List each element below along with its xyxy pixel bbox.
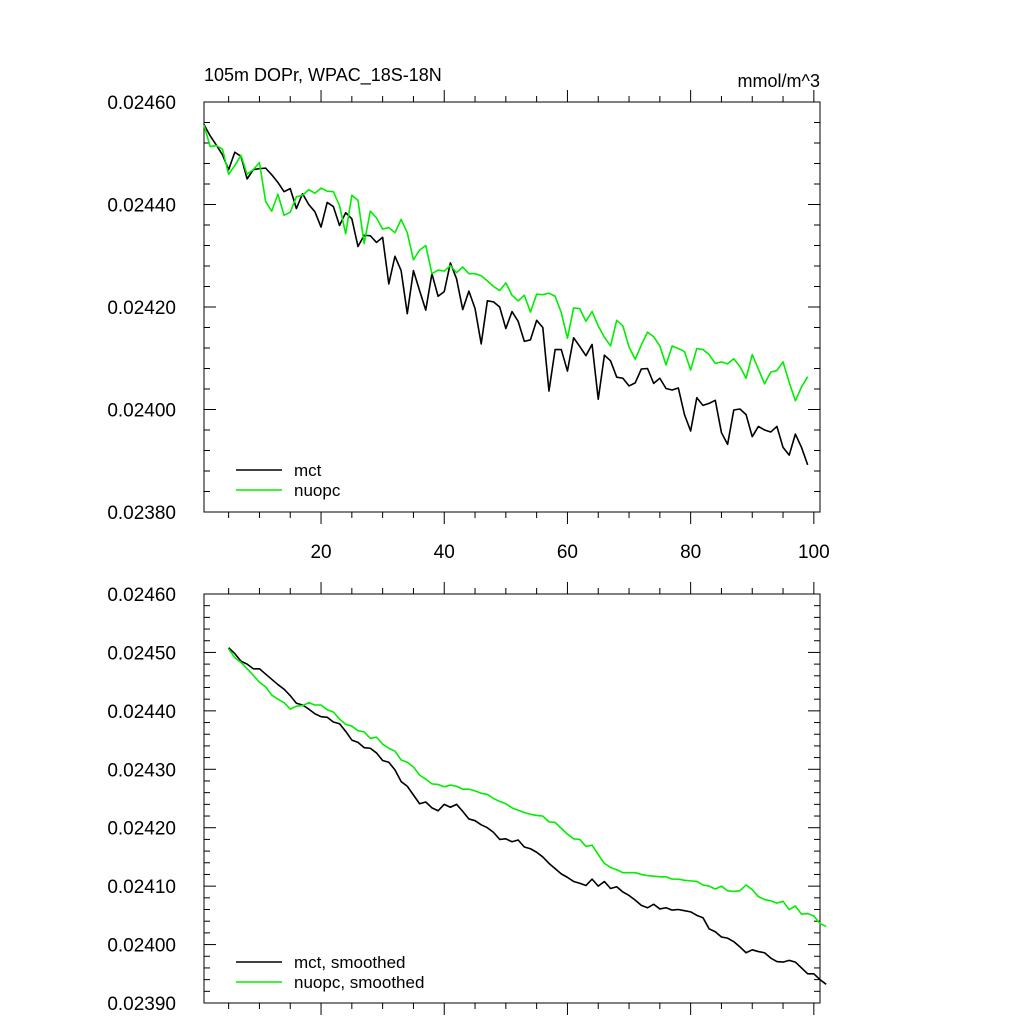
y-tick-label: 0.02460 [107, 585, 176, 606]
legend-label: nuopc [294, 481, 341, 500]
y-tick-label: 0.02420 [107, 819, 176, 840]
y-tick-label: 0.02440 [107, 702, 176, 723]
y-tick-label: 0.02410 [107, 877, 176, 898]
x-tick-label: 40 [434, 542, 455, 563]
bottom-chart: 0.02390 0.02400 0.02410 0.02420 0.02430 0.024… [107, 582, 827, 1015]
y-tick-label: 0.02390 [107, 994, 176, 1015]
chart-title: 105m DOPr, WPAC_18S-18N [204, 65, 442, 86]
x-tick-label: 100 [798, 542, 830, 563]
series-line-mct-smoothed [228, 647, 827, 985]
plot-frame [203, 593, 821, 1004]
y-tick-label: 0.02400 [107, 401, 176, 422]
y-tick-label: 0.02460 [107, 93, 176, 114]
top-chart: 0.02380 0.02400 0.02420 0.02440 0.02460 20 40 6… [107, 65, 829, 563]
y-tick-label: 0.02450 [107, 643, 176, 664]
series-line-mct [203, 124, 809, 466]
x-tick-label: 80 [680, 542, 701, 563]
x-tick-label: 20 [310, 542, 331, 563]
x-tick-label: 60 [557, 542, 578, 563]
legend-label: mct, smoothed [294, 953, 406, 972]
legend-label: mct [294, 461, 322, 480]
y-tick-label: 0.02380 [107, 503, 176, 524]
legend-label: nuopc, smoothed [294, 973, 424, 992]
series-line-nuopc-smoothed [227, 648, 827, 928]
y-tick-label: 0.02420 [107, 298, 176, 319]
y-tick-label: 0.02430 [107, 760, 176, 781]
y-tick-label: 0.02440 [107, 196, 176, 217]
y-tick-label: 0.02400 [107, 936, 176, 957]
plot-frame [203, 101, 821, 513]
series-line-nuopc [203, 124, 809, 402]
chart-units: mmol/m^3 [738, 71, 820, 91]
